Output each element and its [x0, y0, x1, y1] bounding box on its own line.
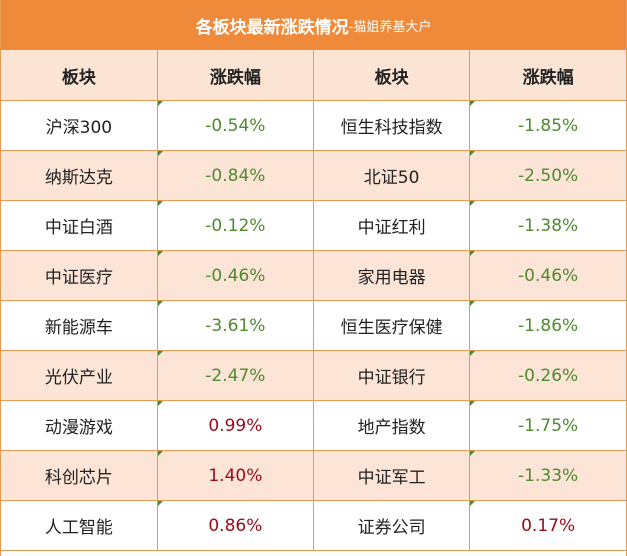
change-value-right: -0.26% — [469, 350, 626, 401]
sector-name-left: 中证医疗 — [1, 250, 158, 301]
header-change-left: 涨跌幅 — [157, 50, 315, 101]
change-value-right: 0.17% — [469, 500, 626, 551]
sector-name-right: 家用电器 — [313, 250, 471, 301]
table-row: 人工智能 0.86% 证券公司 0.17% — [1, 500, 626, 551]
sector-name-right: 地产指数 — [313, 400, 471, 451]
header-sector-right: 板块 — [313, 50, 471, 101]
change-value-right: -1.75% — [469, 400, 626, 451]
change-value-right: -1.85% — [469, 100, 626, 151]
table-row: 纳斯达克 -0.84% 北证50 -2.50% — [1, 150, 626, 201]
table-row: 沪深300 -0.54% 恒生科技指数 -1.85% — [1, 100, 626, 151]
change-value-right: -0.46% — [469, 250, 626, 301]
sector-name-right: 中证银行 — [313, 350, 471, 401]
change-value-left: -0.46% — [157, 250, 315, 301]
change-value-left: 0.86% — [157, 500, 315, 551]
table-row: 新能源车 -3.61% 恒生医疗保健 -1.86% — [1, 300, 626, 351]
change-value-left: 0.99% — [157, 400, 315, 451]
table-row: 动漫游戏 0.99% 地产指数 -1.75% — [1, 400, 626, 451]
sector-name-left: 沪深300 — [1, 100, 158, 151]
sector-name-right: 恒生科技指数 — [313, 100, 471, 151]
change-value-left: 1.40% — [157, 450, 315, 501]
table-row: 中证医疗 -0.46% 家用电器 -0.46% — [1, 250, 626, 301]
sector-name-left: 人工智能 — [1, 500, 158, 551]
change-value-left: -3.61% — [157, 300, 315, 351]
sector-name-left: 纳斯达克 — [1, 150, 158, 201]
table-title: 各板块最新涨跌情况 -猫姐养基大户 — [1, 0, 626, 50]
sector-change-table: 板块 涨跌幅 板块 涨跌幅 沪深300 -0.54% 恒生科技指数 -1.85% 纳斯达… — [1, 50, 626, 551]
change-value-right: -1.86% — [469, 300, 626, 351]
header-sector-left: 板块 — [1, 50, 158, 101]
sector-name-left: 新能源车 — [1, 300, 158, 351]
sector-name-right: 证券公司 — [313, 500, 471, 551]
change-value-right: -2.50% — [469, 150, 626, 201]
sector-name-left: 中证白酒 — [1, 200, 158, 251]
sector-name-left: 动漫游戏 — [1, 400, 158, 451]
change-value-left: -2.47% — [157, 350, 315, 401]
change-value-left: -0.12% — [157, 200, 315, 251]
change-value-right: -1.33% — [469, 450, 626, 501]
sector-name-right: 恒生医疗保健 — [313, 300, 471, 351]
header-row: 板块 涨跌幅 板块 涨跌幅 — [1, 50, 626, 101]
change-value-left: -0.54% — [157, 100, 315, 151]
title-sub: -猫姐养基大户 — [348, 19, 432, 35]
table-row: 中证白酒 -0.12% 中证红利 -1.38% — [1, 200, 626, 251]
sector-name-left: 科创芯片 — [1, 450, 158, 501]
sector-name-right: 中证红利 — [313, 200, 471, 251]
title-main: 各板块最新涨跌情况 — [195, 17, 349, 38]
table-row: 科创芯片 1.40% 中证军工 -1.33% — [1, 450, 626, 501]
sector-name-right: 北证50 — [313, 150, 471, 201]
sector-name-left: 光伏产业 — [1, 350, 158, 401]
table-row: 光伏产业 -2.47% 中证银行 -0.26% — [1, 350, 626, 401]
header-change-right: 涨跌幅 — [469, 50, 626, 101]
change-value-left: -0.84% — [157, 150, 315, 201]
sector-name-right: 中证军工 — [313, 450, 471, 501]
change-value-right: -1.38% — [469, 200, 626, 251]
